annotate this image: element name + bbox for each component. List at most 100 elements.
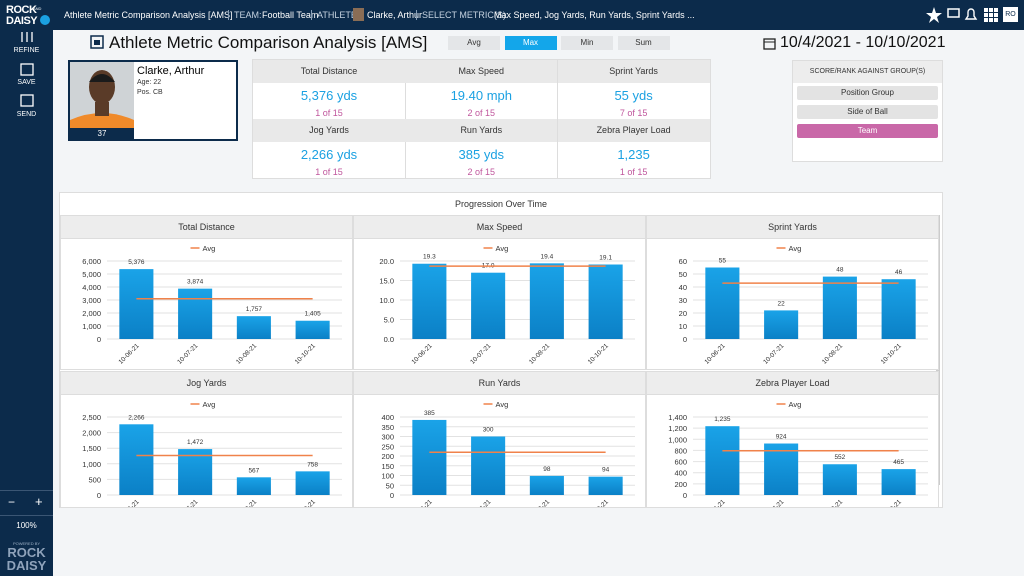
metric-label: Total Distance <box>253 60 405 83</box>
y-tick-label: 250 <box>381 442 394 451</box>
y-tick-label: 1,000 <box>82 322 101 331</box>
bar <box>705 426 740 495</box>
score-option[interactable]: Position Group <box>797 86 938 100</box>
athlete-thumb <box>353 8 364 21</box>
chart-title: Total Distance <box>61 216 352 239</box>
metrics[interactable]: Max Speed, Jog Yards, Run Yards, Sprint … <box>494 10 695 20</box>
bar <box>822 464 857 495</box>
x-tick-label: 10-07-21 <box>762 498 786 508</box>
bar <box>412 419 447 495</box>
team-label: TEAM: <box>228 10 262 20</box>
x-tick-label: 10-08-21 <box>235 498 259 508</box>
metric-label: Max Speed <box>405 60 558 83</box>
metric-value: 2,266 yds <box>300 147 358 162</box>
x-tick-label: 10-07-21 <box>176 342 200 366</box>
y-tick-label: 10.0 <box>379 296 394 305</box>
value-label: 300 <box>483 427 494 434</box>
y-tick-label: 0.0 <box>384 335 394 344</box>
user-badge[interactable]: RO <box>1003 7 1018 22</box>
x-tick-label: 10-08-21 <box>235 342 259 366</box>
value-label: 924 <box>776 434 787 441</box>
athlete: Clarke, Arthur <box>367 10 423 20</box>
value-label: 22 <box>778 300 786 307</box>
y-tick-label: 60 <box>679 257 687 266</box>
metric-rank: 2 of 15 <box>467 167 496 177</box>
y-tick-label: 10 <box>679 322 687 331</box>
aggregation-button[interactable]: Min <box>561 36 613 50</box>
metric-rank: 7 of 15 <box>619 108 648 118</box>
value-label: 2,266 <box>128 414 145 421</box>
bell-icon[interactable] <box>964 8 978 20</box>
value-label: 48 <box>836 267 844 274</box>
bar <box>764 310 799 339</box>
legend-label: Avg <box>203 400 216 409</box>
y-tick-label: 50 <box>679 270 687 279</box>
x-tick-label: 10-10-21 <box>587 498 611 508</box>
athlete-position: Pos. CB <box>137 89 163 96</box>
bar <box>471 272 506 339</box>
legend-label: Avg <box>789 400 802 409</box>
x-tick-label: 10-07-21 <box>469 342 493 366</box>
value-label: 1,405 <box>304 311 321 318</box>
x-tick-label: 10-06-21 <box>410 342 434 366</box>
y-tick-label: 30 <box>679 296 687 305</box>
aggregation-button[interactable]: Sum <box>617 36 670 50</box>
zoom-in[interactable]: + <box>35 494 43 509</box>
y-tick-label: 350 <box>381 423 394 432</box>
y-tick-label: 400 <box>674 469 687 478</box>
metric-label: Zebra Player Load <box>557 119 710 142</box>
x-tick-label: 10-10-21 <box>880 342 904 366</box>
date-range[interactable]: 10/4/2021 - 10/10/2021 <box>780 34 946 51</box>
refine[interactable]: REFINE <box>13 47 40 54</box>
jersey-number: 37 <box>97 129 107 138</box>
chart-title: Jog Yards <box>61 372 352 395</box>
metric-cell: Max Speed 19.40 mph 2 of 15 <box>405 60 559 119</box>
metric-label: Run Yards <box>405 119 558 142</box>
athlete-card: 37 Clarke, Arthur Age: 22 Pos. CB <box>68 60 238 141</box>
progression-panel: Progression Over Time Total Distance 0 1,0… <box>59 192 943 508</box>
chart-cell: Sprint Yards 0 10 20 30 40 50 60 55 10-06-21 22 10-… <box>646 215 939 370</box>
zoom-level: 100% <box>16 521 37 530</box>
y-tick-label: 400 <box>381 413 394 422</box>
y-tick-label: 20.0 <box>379 257 394 266</box>
chart-cell: Total Distance 0 1,000 2,000 3,000 4,000 5,000… <box>60 215 353 370</box>
y-tick-label: 1,500 <box>82 444 101 453</box>
y-tick-label: 200 <box>674 480 687 489</box>
bar <box>295 471 330 495</box>
zoom-out[interactable]: − <box>8 495 16 509</box>
y-tick-label: 1,000 <box>82 460 101 469</box>
bar <box>822 276 857 339</box>
screen-icon[interactable] <box>947 8 960 18</box>
score-option[interactable]: Team <box>797 124 938 138</box>
calendar-icon <box>763 38 776 50</box>
athlete-label: ATHLETE: <box>311 10 359 20</box>
x-tick-label: 10-06-21 <box>703 342 727 366</box>
y-tick-label: 2,000 <box>82 309 101 318</box>
athlete-age: Age: 22 <box>137 79 162 86</box>
bar <box>178 449 213 495</box>
legend-label: Avg <box>496 244 509 253</box>
star-icon[interactable] <box>926 7 942 23</box>
value-label: 3,874 <box>187 279 204 286</box>
y-tick-label: 2,500 <box>82 413 101 422</box>
send[interactable]: SEND <box>16 111 37 118</box>
toolbar-icons[interactable] <box>926 6 1002 24</box>
y-tick-label: 1,200 <box>668 424 687 433</box>
value-label: 552 <box>834 454 845 461</box>
aggregation-button[interactable]: Avg <box>448 36 500 50</box>
score-option[interactable]: Side of Ball <box>797 105 938 119</box>
value-label: 19.1 <box>599 255 612 262</box>
y-tick-label: 0 <box>683 335 687 344</box>
bar <box>412 263 447 339</box>
chart-cell: Run Yards 0 50 100 150 200 250 300 350 400 385 10-0… <box>353 371 646 508</box>
chart: 0 200 400 600 800 1,000 1,200 1,400 1,235 10-06-2… <box>668 400 928 508</box>
save[interactable]: SAVE <box>17 79 36 86</box>
value-label: 98 <box>543 466 551 473</box>
value-label: 1,235 <box>714 416 731 423</box>
aggregation-button[interactable]: Max <box>504 36 557 50</box>
x-tick-label: 10-06-21 <box>703 498 727 508</box>
value-label: 46 <box>895 269 903 276</box>
grid-icon[interactable] <box>984 8 998 22</box>
y-tick-label: 3,000 <box>82 296 101 305</box>
bar <box>588 264 623 339</box>
